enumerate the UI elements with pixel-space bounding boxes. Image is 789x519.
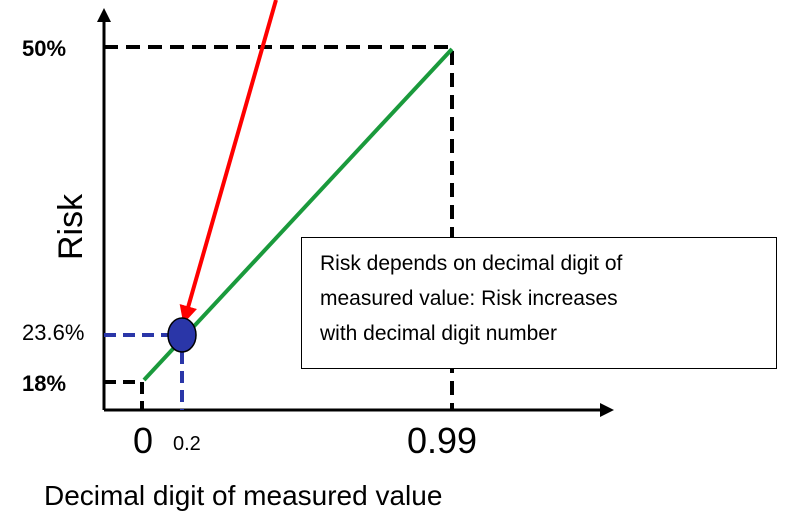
y-axis-label: Risk (52, 194, 91, 260)
y-tick-18pct: 18% (22, 371, 66, 397)
guide-18pct (104, 382, 142, 410)
annotation-line-2: measured value: Risk increases (320, 281, 758, 316)
y-tick-23-6pct: 23.6% (22, 320, 84, 346)
annotation-line-3: with decimal digit number (320, 316, 758, 351)
x-tick-0: 0 (133, 420, 153, 462)
x-tick-0-2: 0.2 (173, 433, 201, 456)
x-axis-label: Decimal digit of measured value (44, 480, 442, 512)
x-tick-0-99: 0.99 (407, 420, 477, 462)
y-tick-50pct: 50% (22, 36, 66, 62)
guide-236pct (104, 335, 182, 410)
annotation-box: Risk depends on decimal digit of measure… (301, 237, 777, 369)
annotation-line-1: Risk depends on decimal digit of (320, 246, 758, 281)
data-point-marker (168, 318, 196, 352)
